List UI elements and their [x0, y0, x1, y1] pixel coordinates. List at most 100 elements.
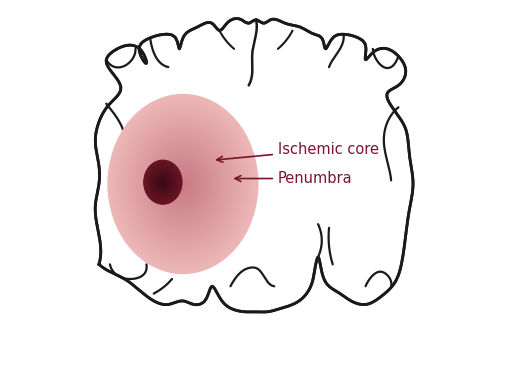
Ellipse shape	[133, 124, 233, 244]
Ellipse shape	[148, 143, 218, 225]
Ellipse shape	[147, 142, 219, 226]
Ellipse shape	[134, 126, 231, 242]
Ellipse shape	[119, 108, 247, 260]
Ellipse shape	[120, 109, 246, 259]
Ellipse shape	[113, 100, 253, 268]
Ellipse shape	[139, 131, 227, 237]
Ellipse shape	[178, 178, 187, 190]
Ellipse shape	[153, 171, 173, 194]
Ellipse shape	[155, 173, 171, 191]
Ellipse shape	[148, 166, 177, 199]
Ellipse shape	[160, 180, 165, 185]
Ellipse shape	[162, 159, 204, 209]
Ellipse shape	[147, 163, 179, 201]
Ellipse shape	[146, 162, 180, 202]
Ellipse shape	[150, 167, 176, 198]
Ellipse shape	[152, 169, 174, 195]
Ellipse shape	[137, 129, 229, 239]
Ellipse shape	[146, 140, 220, 228]
Ellipse shape	[149, 166, 177, 198]
Ellipse shape	[118, 107, 247, 261]
Ellipse shape	[152, 147, 214, 221]
Ellipse shape	[159, 178, 167, 187]
Ellipse shape	[115, 102, 251, 266]
Ellipse shape	[160, 178, 166, 186]
Ellipse shape	[154, 171, 173, 193]
Ellipse shape	[151, 168, 175, 197]
Ellipse shape	[150, 144, 217, 224]
Ellipse shape	[182, 183, 184, 185]
Polygon shape	[95, 18, 413, 312]
Ellipse shape	[145, 162, 180, 202]
Ellipse shape	[152, 170, 174, 195]
Ellipse shape	[160, 156, 206, 212]
Ellipse shape	[162, 181, 164, 183]
Ellipse shape	[123, 112, 243, 256]
Ellipse shape	[111, 98, 255, 270]
Text: Ischemic core: Ischemic core	[217, 142, 379, 162]
Ellipse shape	[133, 125, 232, 243]
Ellipse shape	[161, 180, 165, 184]
Ellipse shape	[145, 139, 220, 229]
Ellipse shape	[167, 165, 199, 203]
Ellipse shape	[169, 167, 197, 201]
Ellipse shape	[157, 175, 169, 189]
Ellipse shape	[153, 170, 174, 194]
Ellipse shape	[161, 158, 204, 210]
Ellipse shape	[140, 132, 226, 236]
Ellipse shape	[147, 164, 179, 200]
Ellipse shape	[171, 169, 195, 199]
Ellipse shape	[156, 174, 170, 190]
Ellipse shape	[177, 176, 189, 192]
Ellipse shape	[124, 114, 242, 254]
Ellipse shape	[143, 136, 223, 232]
Ellipse shape	[129, 119, 237, 249]
Ellipse shape	[155, 151, 211, 217]
Ellipse shape	[109, 96, 257, 272]
Ellipse shape	[148, 165, 178, 199]
Ellipse shape	[173, 172, 193, 196]
Ellipse shape	[144, 160, 182, 204]
Ellipse shape	[150, 145, 216, 223]
Ellipse shape	[164, 162, 202, 206]
Ellipse shape	[144, 138, 221, 230]
Ellipse shape	[162, 182, 163, 183]
Ellipse shape	[131, 121, 236, 247]
Ellipse shape	[135, 127, 231, 241]
Ellipse shape	[174, 173, 193, 195]
Ellipse shape	[130, 120, 237, 248]
Ellipse shape	[179, 180, 187, 188]
Ellipse shape	[150, 167, 176, 197]
Ellipse shape	[154, 149, 212, 219]
Ellipse shape	[155, 173, 170, 191]
Ellipse shape	[159, 155, 207, 213]
Ellipse shape	[153, 148, 213, 220]
Ellipse shape	[154, 172, 172, 192]
Ellipse shape	[110, 97, 256, 271]
Ellipse shape	[121, 110, 245, 258]
Ellipse shape	[158, 154, 208, 214]
Ellipse shape	[147, 164, 178, 200]
Ellipse shape	[138, 130, 228, 238]
Ellipse shape	[125, 115, 241, 253]
Ellipse shape	[116, 103, 250, 265]
Ellipse shape	[157, 153, 209, 215]
Ellipse shape	[160, 157, 205, 211]
Ellipse shape	[157, 176, 168, 189]
Ellipse shape	[175, 174, 191, 194]
Ellipse shape	[151, 146, 215, 222]
Ellipse shape	[154, 172, 172, 192]
Ellipse shape	[141, 134, 225, 234]
Ellipse shape	[112, 99, 254, 269]
Ellipse shape	[146, 163, 180, 201]
Ellipse shape	[127, 117, 239, 251]
Ellipse shape	[163, 160, 203, 208]
Ellipse shape	[108, 95, 258, 273]
Ellipse shape	[166, 164, 200, 204]
Ellipse shape	[144, 161, 181, 204]
Ellipse shape	[117, 106, 248, 262]
Ellipse shape	[117, 105, 249, 263]
Ellipse shape	[160, 179, 166, 185]
Ellipse shape	[142, 135, 224, 233]
Ellipse shape	[127, 118, 238, 250]
